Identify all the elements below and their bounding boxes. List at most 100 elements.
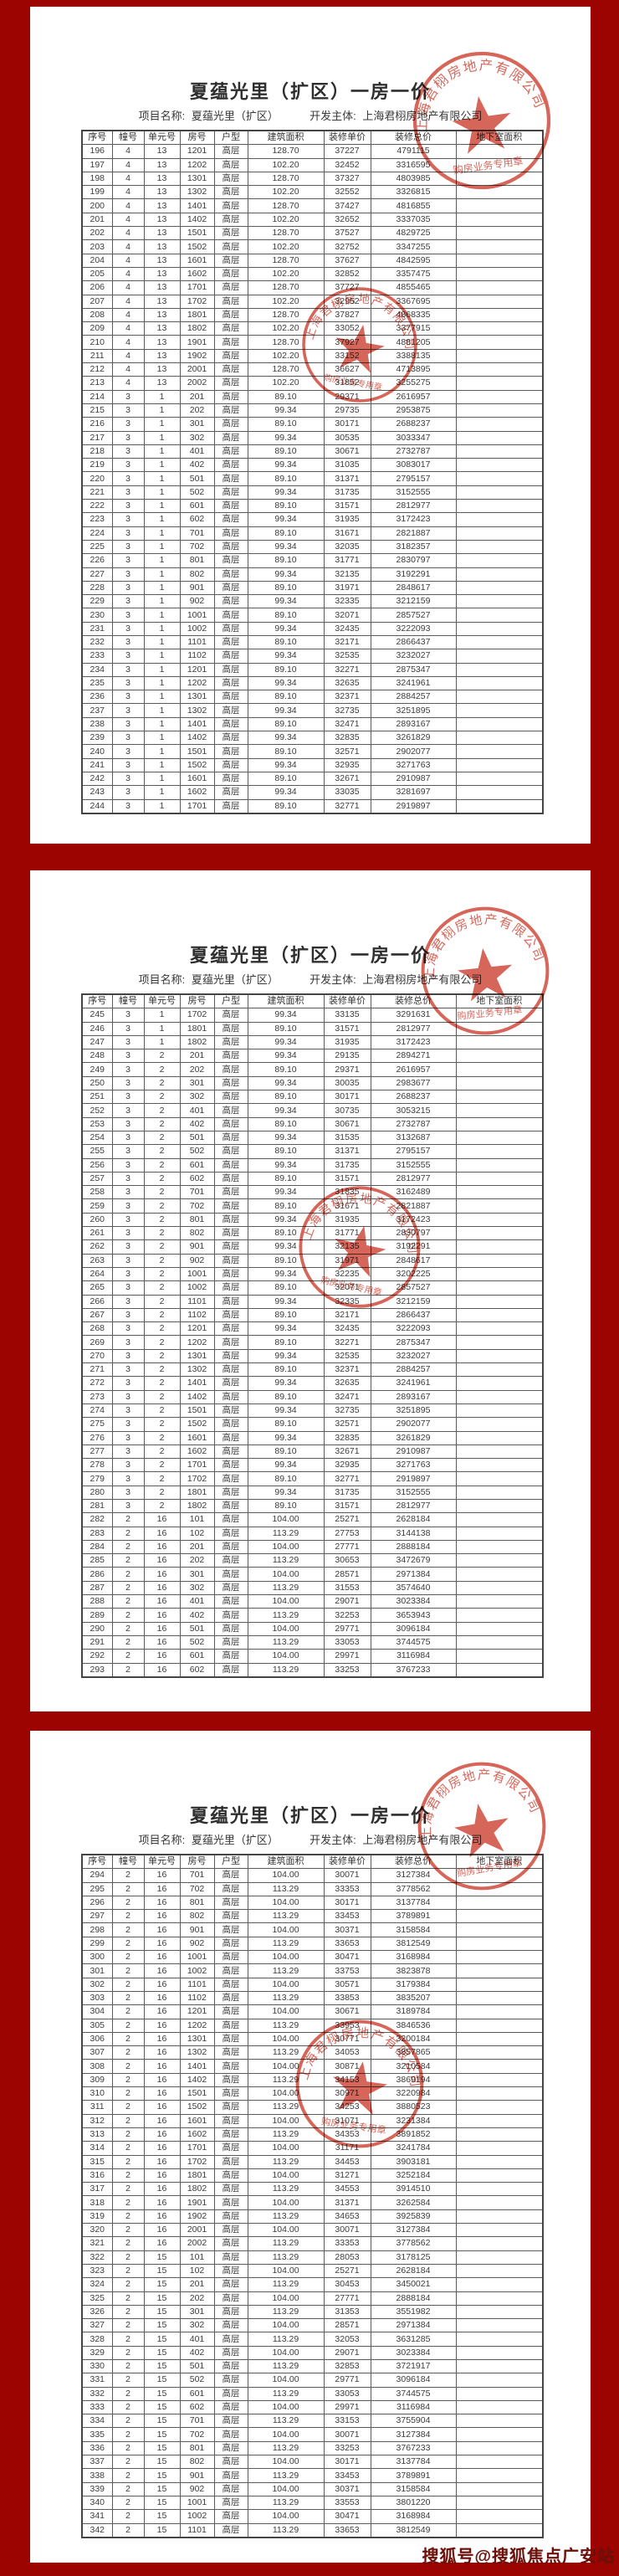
table-row: 291 2 16 502 高层 113.29 33053 3744575 xyxy=(81,1634,544,1650)
column-header: 装修单价 xyxy=(323,993,371,1009)
svg-text:上海君栩房地产有限公司: 上海君栩房地产有限公司 xyxy=(409,1758,544,1842)
column-header: 地下室面积 xyxy=(455,130,544,146)
developer-value: 上海君栩房地产有限公司 xyxy=(362,1834,483,1846)
column-header: 序号 xyxy=(81,993,113,1009)
table-row: 271 3 2 1302 高层 89.10 32371 2884257 xyxy=(81,1362,544,1378)
table-row: 222 3 1 601 高层 89.10 31571 2812977 xyxy=(81,499,544,514)
column-header: 单元号 xyxy=(143,130,181,146)
table-row: 339 2 15 902 高层 104.00 30371 3158584 xyxy=(81,2481,544,2496)
column-header: 序号 xyxy=(81,1854,113,1870)
table-row: 212 4 13 2001 高层 128.70 36627 4713895 xyxy=(81,362,544,377)
table-row: 325 2 15 202 高层 104.00 27771 2888184 xyxy=(81,2291,544,2306)
table-row: 304 2 16 1201 高层 104.00 30671 3189784 xyxy=(81,2004,544,2019)
column-header: 幢号 xyxy=(111,993,145,1009)
table-row: 208 4 13 1801 高层 128.70 37827 4868335 xyxy=(81,307,544,323)
document-page-2: 夏蕴光里（扩区）一房一价 项目名称: 夏蕴光里（扩区） 开发主体: 上海君栩房地… xyxy=(30,870,591,1711)
table-row: 334 2 15 701 高层 113.29 33153 3755904 xyxy=(81,2414,544,2429)
table-row: 213 4 13 2002 高层 102.20 31852 3255275 xyxy=(81,376,544,391)
table-row: 332 2 15 601 高层 113.29 33053 3744575 xyxy=(81,2386,544,2401)
developer-label: 开发主体: xyxy=(310,110,356,122)
table-row: 307 2 16 1302 高层 113.29 34053 3857865 xyxy=(81,2045,544,2060)
column-header: 房号 xyxy=(179,1854,215,1870)
table-row: 265 3 2 1002 高层 89.10 32071 2857527 xyxy=(81,1280,544,1296)
project-name-value: 夏蕴光里（扩区） xyxy=(191,973,279,986)
table-row: 268 3 2 1201 高层 99.34 32435 3222093 xyxy=(81,1321,544,1337)
table-row: 295 2 16 702 高层 113.29 33353 3778562 xyxy=(81,1881,544,1896)
table-row: 242 3 1 1601 高层 89.10 32671 2910987 xyxy=(81,771,544,787)
table-row: 314 2 16 1701 高层 104.00 31171 3241784 xyxy=(81,2141,544,2156)
table-row: 303 2 16 1102 高层 113.29 33853 3835207 xyxy=(81,1990,544,2006)
table-row: 229 3 1 902 高层 99.34 32335 3212159 xyxy=(81,594,544,609)
table-row: 260 3 2 801 高层 99.34 31935 3172423 xyxy=(81,1212,544,1228)
table-row: 283 2 16 102 高层 113.29 27753 3144138 xyxy=(81,1526,544,1541)
table-row: 308 2 16 1401 高层 104.00 30871 3210584 xyxy=(81,2059,544,2074)
table-row: 329 2 15 402 高层 104.00 29071 3023384 xyxy=(81,2345,544,2360)
table-row: 252 3 2 401 高层 99.34 30735 3053215 xyxy=(81,1103,544,1118)
table-row: 289 2 16 402 高层 113.29 32253 3653943 xyxy=(81,1608,544,1623)
table-row: 293 2 16 602 高层 113.29 33253 3767233 xyxy=(81,1662,544,1678)
table-row: 239 3 1 1402 高层 99.34 32835 3261829 xyxy=(81,731,544,746)
table-row: 233 3 1 1102 高层 99.34 32535 3232027 xyxy=(81,649,544,664)
table-row: 272 3 2 1401 高层 99.34 32635 3241961 xyxy=(81,1376,544,1391)
column-header: 房号 xyxy=(179,993,215,1009)
column-header: 装修单价 xyxy=(323,1854,371,1870)
table-row: 299 2 16 902 高层 113.29 33653 3812549 xyxy=(81,1936,544,1952)
column-header: 装修单价 xyxy=(323,130,371,146)
price-table-header: 序号 幢号 单元号 房号 户型 建筑面积 装修单价 装修总价 地下室面积 xyxy=(81,993,544,1009)
table-row: 262 3 2 901 高层 99.34 32135 3192291 xyxy=(81,1239,544,1255)
table-row: 301 2 16 1002 高层 113.29 33753 3823878 xyxy=(81,1963,544,1978)
column-header: 户型 xyxy=(213,130,248,146)
table-row: 306 2 16 1301 高层 104.00 30771 3200184 xyxy=(81,2031,544,2047)
page-title: 夏蕴光里（扩区）一房一价 xyxy=(189,81,431,102)
table-row: 292 2 16 601 高层 104.00 29971 3116984 xyxy=(81,1649,544,1664)
table-row: 317 2 16 1802 高层 113.29 34553 3914510 xyxy=(81,2182,544,2197)
table-row: 231 3 1 1002 高层 99.34 32435 3222093 xyxy=(81,621,544,636)
table-row: 310 2 16 1501 高层 104.00 30971 3220984 xyxy=(81,2086,544,2101)
table-row: 225 3 1 702 高层 99.34 32035 3182357 xyxy=(81,539,544,555)
table-row: 211 4 13 1902 高层 102.20 33152 3388135 xyxy=(81,348,544,364)
table-row: 241 3 1 1502 高层 99.34 32935 3271763 xyxy=(81,757,544,772)
table-row: 275 3 2 1502 高层 89.10 32571 2902077 xyxy=(81,1417,544,1432)
page-subtitle: 项目名称: 夏蕴光里（扩区） 开发主体: 上海君栩房地产有限公司 xyxy=(30,971,591,987)
table-row: 247 3 1 1802 高层 99.34 31935 3172423 xyxy=(81,1034,544,1050)
table-row: 266 3 2 1101 高层 99.34 32335 3212159 xyxy=(81,1294,544,1309)
table-row: 226 3 1 801 高层 89.10 31771 2830797 xyxy=(81,553,544,568)
table-row: 199 4 13 1302 高层 102.20 32552 3326815 xyxy=(81,185,544,200)
table-row: 320 2 16 2001 高层 104.00 30071 3127384 xyxy=(81,2223,544,2238)
column-header: 单元号 xyxy=(143,993,181,1009)
page-subtitle: 项目名称: 夏蕴光里（扩区） 开发主体: 上海君栩房地产有限公司 xyxy=(30,107,591,123)
table-row: 198 4 13 1301 高层 128.70 37327 4803985 xyxy=(81,171,544,187)
table-row: 263 3 2 902 高层 89.10 31971 2848617 xyxy=(81,1253,544,1268)
table-row: 335 2 15 702 高层 104.00 30071 3127384 xyxy=(81,2427,544,2442)
table-row: 288 2 16 401 高层 104.00 29071 3023384 xyxy=(81,1594,544,1609)
column-header: 房号 xyxy=(179,130,215,146)
table-row: 245 3 1 1702 高层 99.34 33135 3291631 xyxy=(81,1008,544,1023)
column-header: 地下室面积 xyxy=(455,993,544,1009)
table-row: 224 3 1 701 高层 89.10 31671 2821887 xyxy=(81,526,544,541)
stamp-ring-text: 上海君栩房地产有限公司 xyxy=(409,1758,544,1842)
table-row: 254 3 2 501 高层 99.34 31535 3132687 xyxy=(81,1130,544,1146)
table-row: 236 3 1 1301 高层 89.10 32371 2884257 xyxy=(81,690,544,705)
table-row: 248 3 2 201 高层 99.34 29135 2894271 xyxy=(81,1049,544,1064)
table-row: 253 3 2 402 高层 89.10 30671 2732787 xyxy=(81,1116,544,1131)
table-row: 277 3 2 1602 高层 89.10 32671 2910987 xyxy=(81,1444,544,1460)
table-row: 269 3 2 1202 高层 89.10 32271 2875347 xyxy=(81,1335,544,1350)
table-row: 257 3 2 602 高层 89.10 31571 2812977 xyxy=(81,1171,544,1187)
table-row: 273 3 2 1402 高层 89.10 32471 2893167 xyxy=(81,1389,544,1404)
table-row: 232 3 1 1101 高层 89.10 32171 2866437 xyxy=(81,634,544,650)
price-table-body: 245 3 1 1702 高层 99.34 33135 3291631 246 3 1 1801 高层 8… xyxy=(81,1008,544,1678)
price-table: 序号 幢号 单元号 房号 户型 建筑面积 装修单价 装修总价 地下室面积 196 4 13 1201 高… xyxy=(81,130,544,814)
table-row: 318 2 16 1901 高层 104.00 31371 3262584 xyxy=(81,2195,544,2210)
table-row: 230 3 1 1001 高层 89.10 32071 2857527 xyxy=(81,608,544,623)
table-row: 209 4 13 1802 高层 102.20 33052 3377915 xyxy=(81,321,544,336)
table-row: 315 2 16 1702 高层 113.29 34453 3903181 xyxy=(81,2154,544,2169)
document-page-3: 夏蕴光里（扩区）一房一价 项目名称: 夏蕴光里（扩区） 开发主体: 上海君栩房地… xyxy=(30,1731,591,2563)
column-header: 建筑面积 xyxy=(247,993,325,1009)
table-row: 240 3 1 1501 高层 89.10 32571 2902077 xyxy=(81,744,544,759)
table-row: 337 2 15 802 高层 104.00 30171 3137784 xyxy=(81,2455,544,2470)
price-table-body: 196 4 13 1201 高层 128.70 37227 4791115 197 4 13 1202… xyxy=(81,144,544,814)
table-row: 323 2 15 102 高层 104.00 25271 2628184 xyxy=(81,2263,544,2279)
column-header: 装修总价 xyxy=(370,993,457,1009)
page-subtitle: 项目名称: 夏蕴光里（扩区） 开发主体: 上海君栩房地产有限公司 xyxy=(30,1831,591,1847)
table-row: 215 3 1 202 高层 99.34 29735 2953875 xyxy=(81,403,544,418)
